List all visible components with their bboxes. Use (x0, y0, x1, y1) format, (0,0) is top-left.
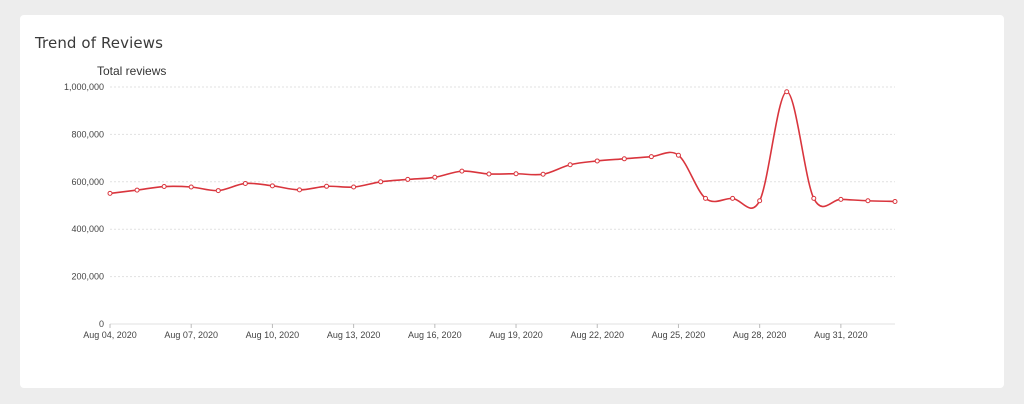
x-tick-label: Aug 07, 2020 (164, 330, 218, 340)
x-tick-label: Aug 22, 2020 (570, 330, 624, 340)
y-tick-label: 1,000,000 (64, 82, 104, 92)
data-point[interactable] (730, 195, 736, 201)
data-point[interactable] (865, 198, 871, 204)
series-line-layer (109, 90, 896, 209)
data-point[interactable] (757, 198, 763, 204)
x-tick-label: Aug 13, 2020 (327, 330, 381, 340)
data-points (107, 89, 898, 204)
data-point[interactable] (269, 183, 275, 189)
data-point[interactable] (134, 187, 140, 193)
y-tick-label: 400,000 (71, 224, 104, 234)
data-point[interactable] (107, 190, 113, 196)
y-axis-label: Total reviews (97, 64, 166, 78)
grid-lines (110, 86, 895, 325)
y-tick-label: 600,000 (71, 177, 104, 187)
data-point[interactable] (513, 171, 519, 177)
series-line (109, 90, 896, 209)
data-point[interactable] (675, 152, 681, 158)
y-tick-label: 800,000 (71, 129, 104, 139)
y-tick-labels: 0 200,000 400,000 600,000 800,000 1,000,000 (64, 82, 104, 329)
y-tick-label: 0 (99, 319, 104, 329)
data-point[interactable] (648, 154, 654, 160)
trend-chart: Total reviews 0 200,000 400,000 600,000 800,… (64, 64, 898, 340)
x-tick-label: Aug 10, 2020 (246, 330, 300, 340)
x-tick-label: Aug 28, 2020 (733, 330, 787, 340)
card-title: Trend of Reviews (35, 34, 163, 52)
x-tick-label: Aug 25, 2020 (652, 330, 706, 340)
data-point[interactable] (540, 171, 546, 177)
data-point[interactable] (594, 158, 600, 164)
data-point[interactable] (703, 195, 709, 201)
chart-card: Trend of Reviews Total reviews 0 200,000 4… (20, 15, 1004, 388)
data-point[interactable] (378, 179, 384, 185)
x-tick-label: Aug 31, 2020 (814, 330, 868, 340)
data-point[interactable] (838, 196, 844, 202)
data-point[interactable] (432, 174, 438, 180)
data-point[interactable] (784, 89, 790, 95)
data-point[interactable] (188, 184, 194, 190)
data-point[interactable] (892, 198, 898, 204)
x-tick-label: Aug 16, 2020 (408, 330, 462, 340)
data-point[interactable] (351, 184, 357, 190)
x-tick-label: Aug 04, 2020 (83, 330, 137, 340)
data-point[interactable] (242, 180, 248, 186)
x-tick-labels: Aug 04, 2020 Aug 07, 2020 Aug 10, 2020 Aug … (83, 324, 868, 340)
data-point[interactable] (811, 195, 817, 201)
data-point[interactable] (405, 176, 411, 182)
data-point[interactable] (215, 188, 221, 194)
y-tick-label: 200,000 (71, 272, 104, 282)
x-tick-label: Aug 19, 2020 (489, 330, 543, 340)
data-point[interactable] (324, 183, 330, 189)
data-point[interactable] (161, 184, 167, 190)
data-point[interactable] (567, 162, 573, 168)
data-point[interactable] (621, 156, 627, 162)
data-point[interactable] (296, 187, 302, 193)
data-point[interactable] (459, 168, 465, 174)
data-point[interactable] (486, 171, 492, 177)
